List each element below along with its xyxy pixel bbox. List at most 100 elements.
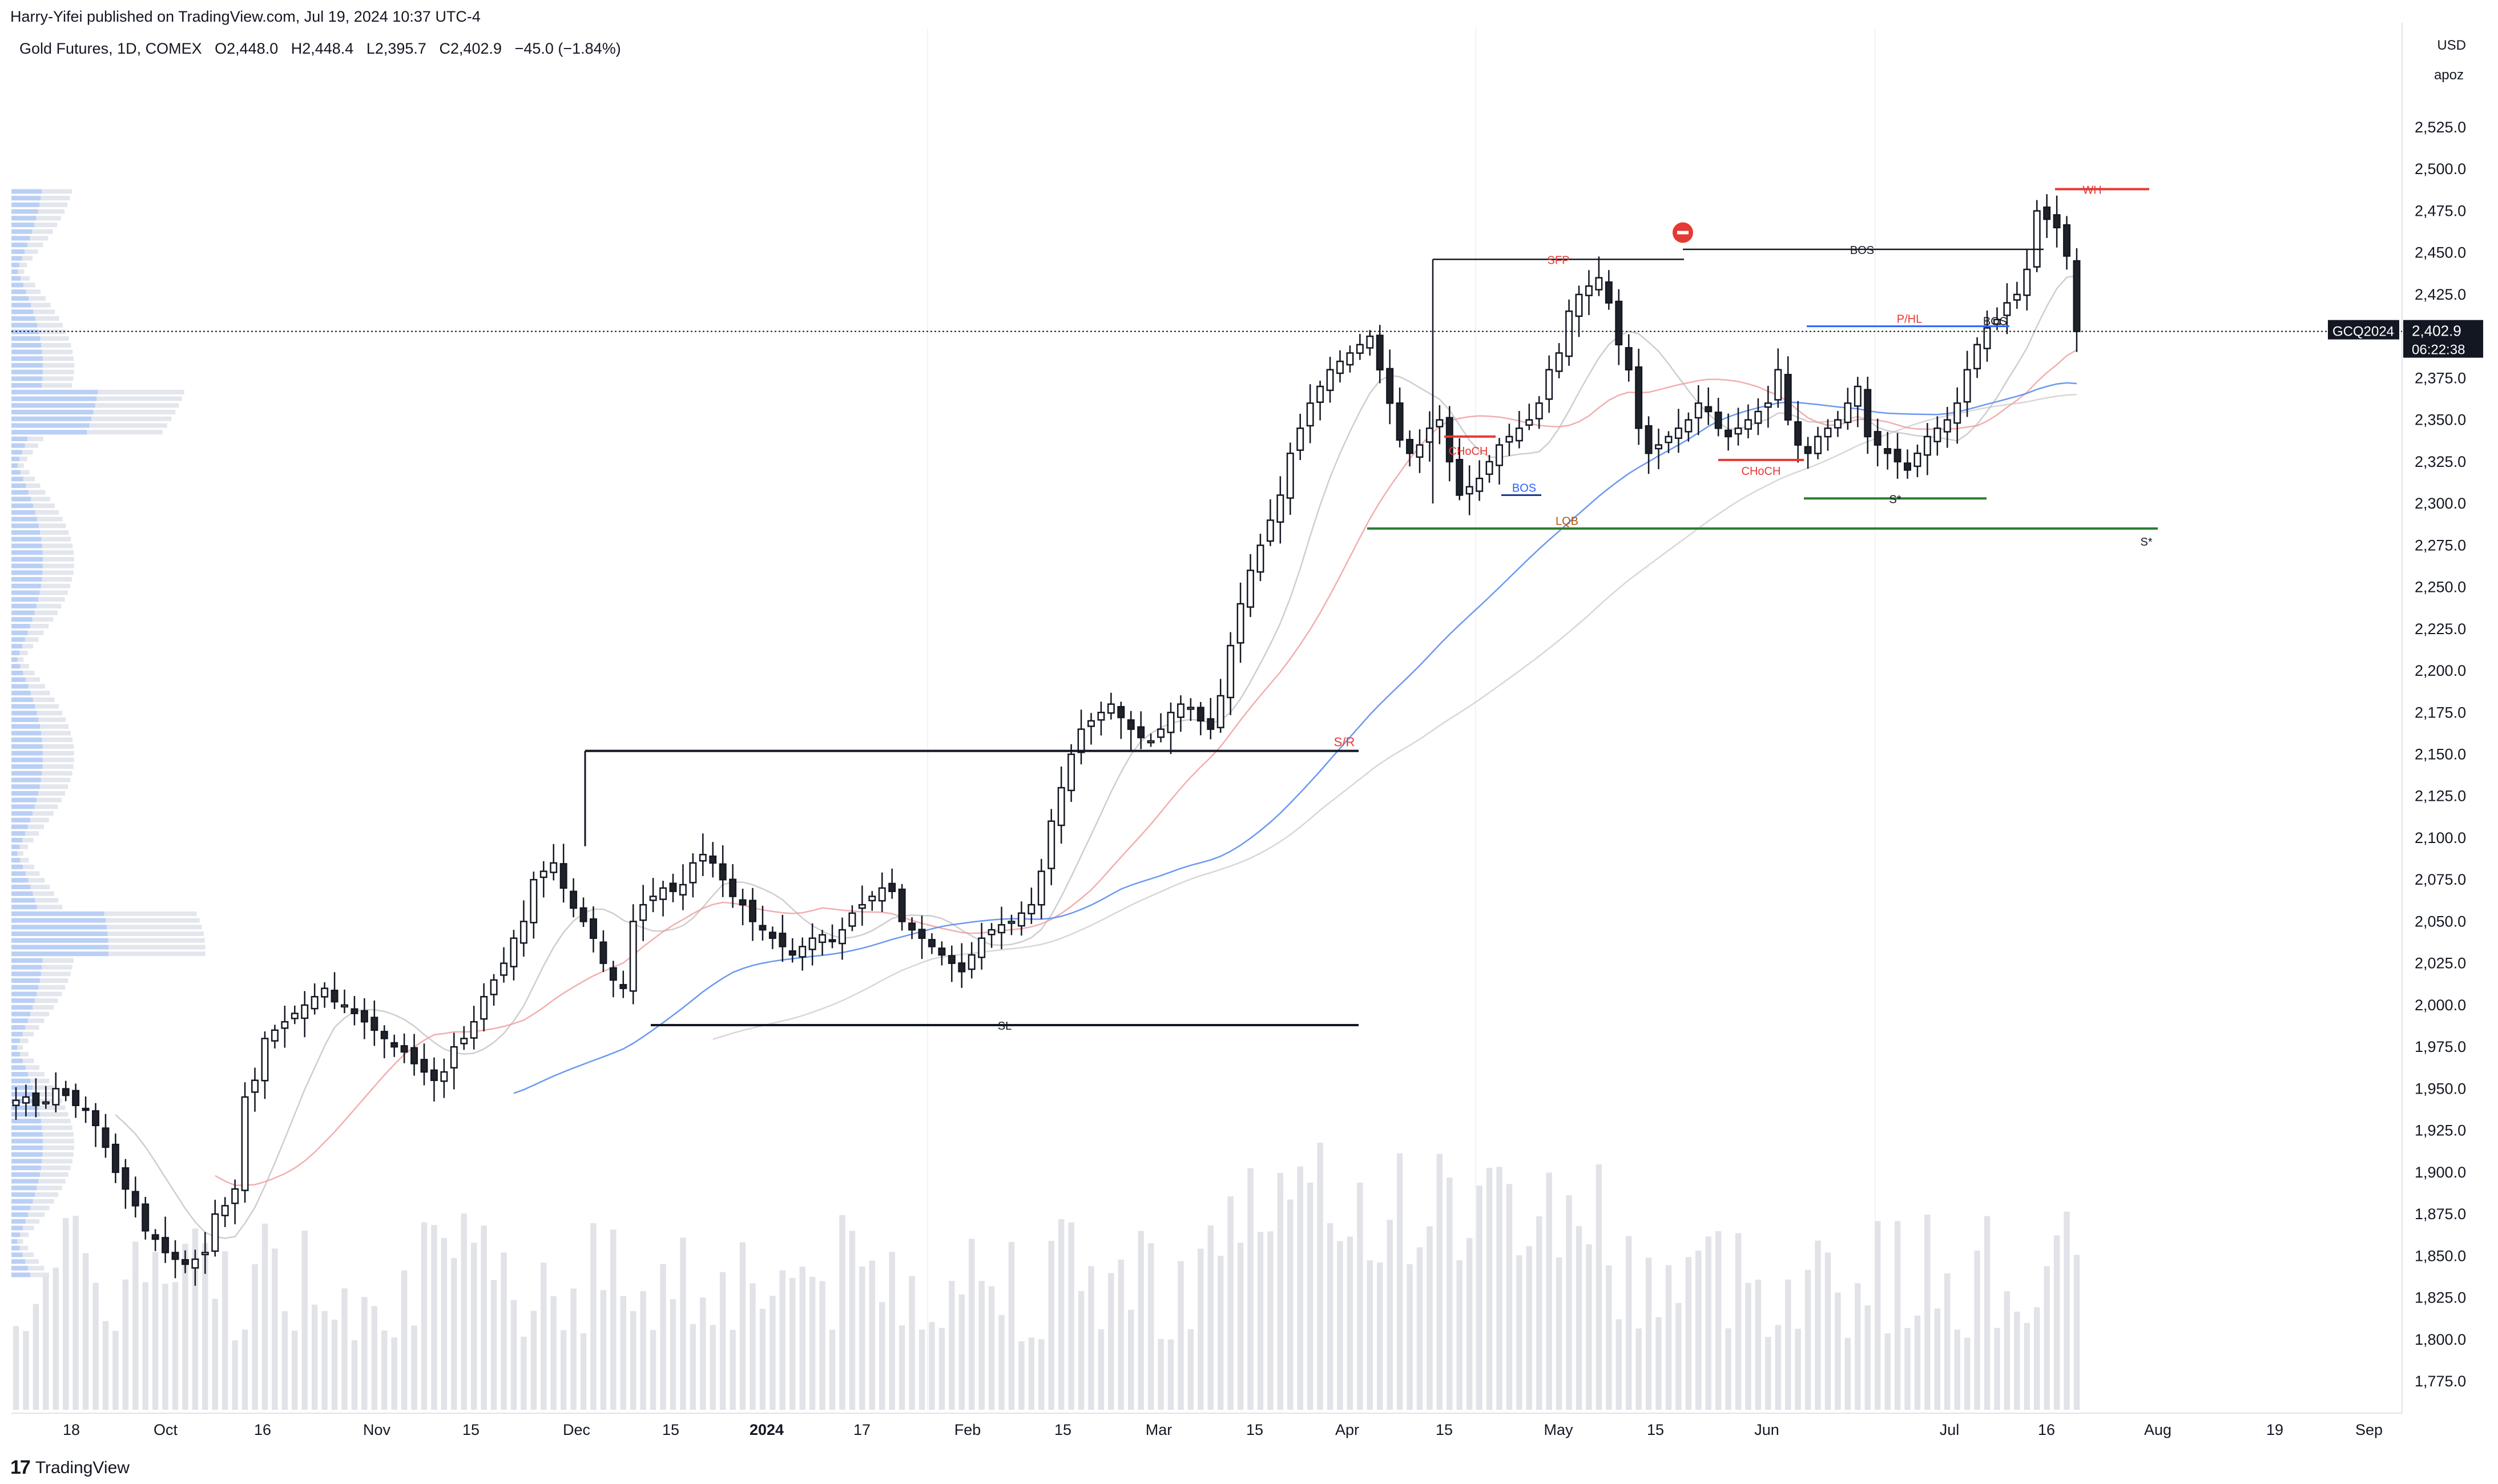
volume-bar [789, 1277, 796, 1410]
candle-down [32, 1092, 40, 1106]
candle-down [122, 1167, 130, 1190]
unit-label[interactable]: apoz [2433, 67, 2464, 83]
time-tick: Aug [2144, 1421, 2171, 1438]
volume-bar [1655, 1317, 1662, 1410]
volume-bar [272, 1248, 278, 1410]
candle-up [1993, 318, 2001, 325]
candle-down [559, 863, 567, 889]
currency-label[interactable]: USD [2437, 38, 2466, 53]
tradingview-logo[interactable]: 17 TradingView [10, 1457, 130, 1479]
profile-row-value [11, 1025, 26, 1030]
candle-up [1147, 740, 1155, 744]
candle-down [669, 882, 677, 892]
candle-up [689, 862, 697, 884]
profile-row-value [11, 731, 42, 736]
candle-up [1067, 753, 1075, 792]
profile-row-value [11, 777, 41, 783]
profile-row-value [11, 1199, 33, 1204]
volume-bar [1476, 1185, 1482, 1410]
candle-down [938, 947, 946, 956]
profile-row-value [11, 671, 23, 676]
volume-bar [541, 1263, 547, 1410]
candle-up [1665, 435, 1673, 443]
volume-bar [580, 1333, 587, 1410]
candle-up [1087, 720, 1095, 727]
candle-up [1764, 402, 1772, 408]
price-tick: 2,050.0 [2415, 913, 2466, 930]
profile-row-value [11, 644, 23, 649]
time-tick: Jun [1754, 1421, 1779, 1438]
profile-row-value [11, 550, 43, 555]
symbol-label[interactable]: Gold Futures, 1D, COMEX [19, 40, 202, 57]
candle-up [629, 921, 637, 992]
volume-bar [620, 1296, 627, 1410]
volume-bar [1247, 1168, 1254, 1410]
volume-bar [1994, 1328, 2000, 1410]
volume-bar [1287, 1199, 1294, 1410]
candle-down [72, 1090, 80, 1106]
candle-up [1555, 352, 1563, 372]
profile-row-value [11, 991, 37, 997]
candle-up [271, 1029, 279, 1042]
profile-row-value [11, 1085, 33, 1090]
candle-up [1187, 707, 1195, 710]
price-tick: 2,450.0 [2415, 244, 2466, 261]
candle-up [281, 1021, 289, 1029]
volume-bar [1048, 1240, 1054, 1410]
volume-bar [640, 1291, 646, 1410]
ma-line [215, 349, 2077, 1186]
price-axis[interactable]: 2,525.02,500.02,475.02,450.02,425.02,400… [2415, 119, 2466, 1390]
profile-row-value [11, 383, 42, 388]
time-tick: 15 [1054, 1421, 1071, 1438]
volume-bar [311, 1304, 318, 1410]
profile-row-value [11, 410, 94, 415]
volume-bar [1954, 1329, 1960, 1410]
candle-up [1346, 352, 1354, 366]
profile-row-value [11, 717, 39, 723]
volume-bar [1844, 1337, 1851, 1410]
volume-bar [1198, 1248, 1204, 1410]
candle-down [400, 1045, 408, 1053]
volume-bar [1277, 1173, 1284, 1410]
volume-bar [1387, 1220, 1393, 1410]
time-tick: Feb [954, 1421, 981, 1438]
bos-blue-label: BOS [1512, 482, 1536, 494]
profile-row-value [11, 998, 35, 1003]
volume-bar [1108, 1273, 1114, 1410]
profile-row-value [11, 309, 34, 314]
candle-down [92, 1110, 99, 1127]
candle-down [1794, 421, 1802, 446]
time-axis[interactable]: 18 Oct 16 Nov 15 Dec 15 2024 17 Feb 15 Mar 15 Apr 15 Ma… [63, 1421, 2383, 1438]
candle-up [699, 854, 707, 862]
profile-row-value [11, 925, 107, 930]
volume-bar [490, 1280, 497, 1410]
profile-row-value [11, 583, 41, 588]
volume-bar [1824, 1252, 1831, 1410]
profile-row-value [11, 463, 18, 468]
wh-label: WH [2082, 184, 2101, 196]
volume-bar [1795, 1328, 1801, 1410]
volume-bar [1447, 1177, 1453, 1410]
volume-bar [1914, 1315, 1921, 1410]
candle-down [1625, 347, 1633, 371]
candle-up [1167, 712, 1175, 733]
volume-bar [1297, 1166, 1303, 1410]
volume-bar [759, 1308, 766, 1410]
candle-up [450, 1046, 458, 1069]
volume-bar [1546, 1172, 1552, 1410]
candle-up [1356, 344, 1364, 354]
candle-up [1655, 444, 1663, 450]
candle-up [1008, 921, 1016, 924]
candle-up [1834, 419, 1842, 429]
moving-averages [115, 275, 2077, 1239]
volume-bar [401, 1270, 408, 1410]
candle-down [1874, 431, 1881, 446]
volume-bar [739, 1242, 746, 1410]
candle-down [2053, 214, 2061, 229]
profile-row-value [11, 1139, 43, 1144]
candle-down [749, 900, 757, 922]
candle-down [1635, 366, 1643, 429]
publisher-line: Harry-Yifei published on TradingView.com… [10, 8, 481, 25]
volume-bar [1058, 1219, 1065, 1410]
